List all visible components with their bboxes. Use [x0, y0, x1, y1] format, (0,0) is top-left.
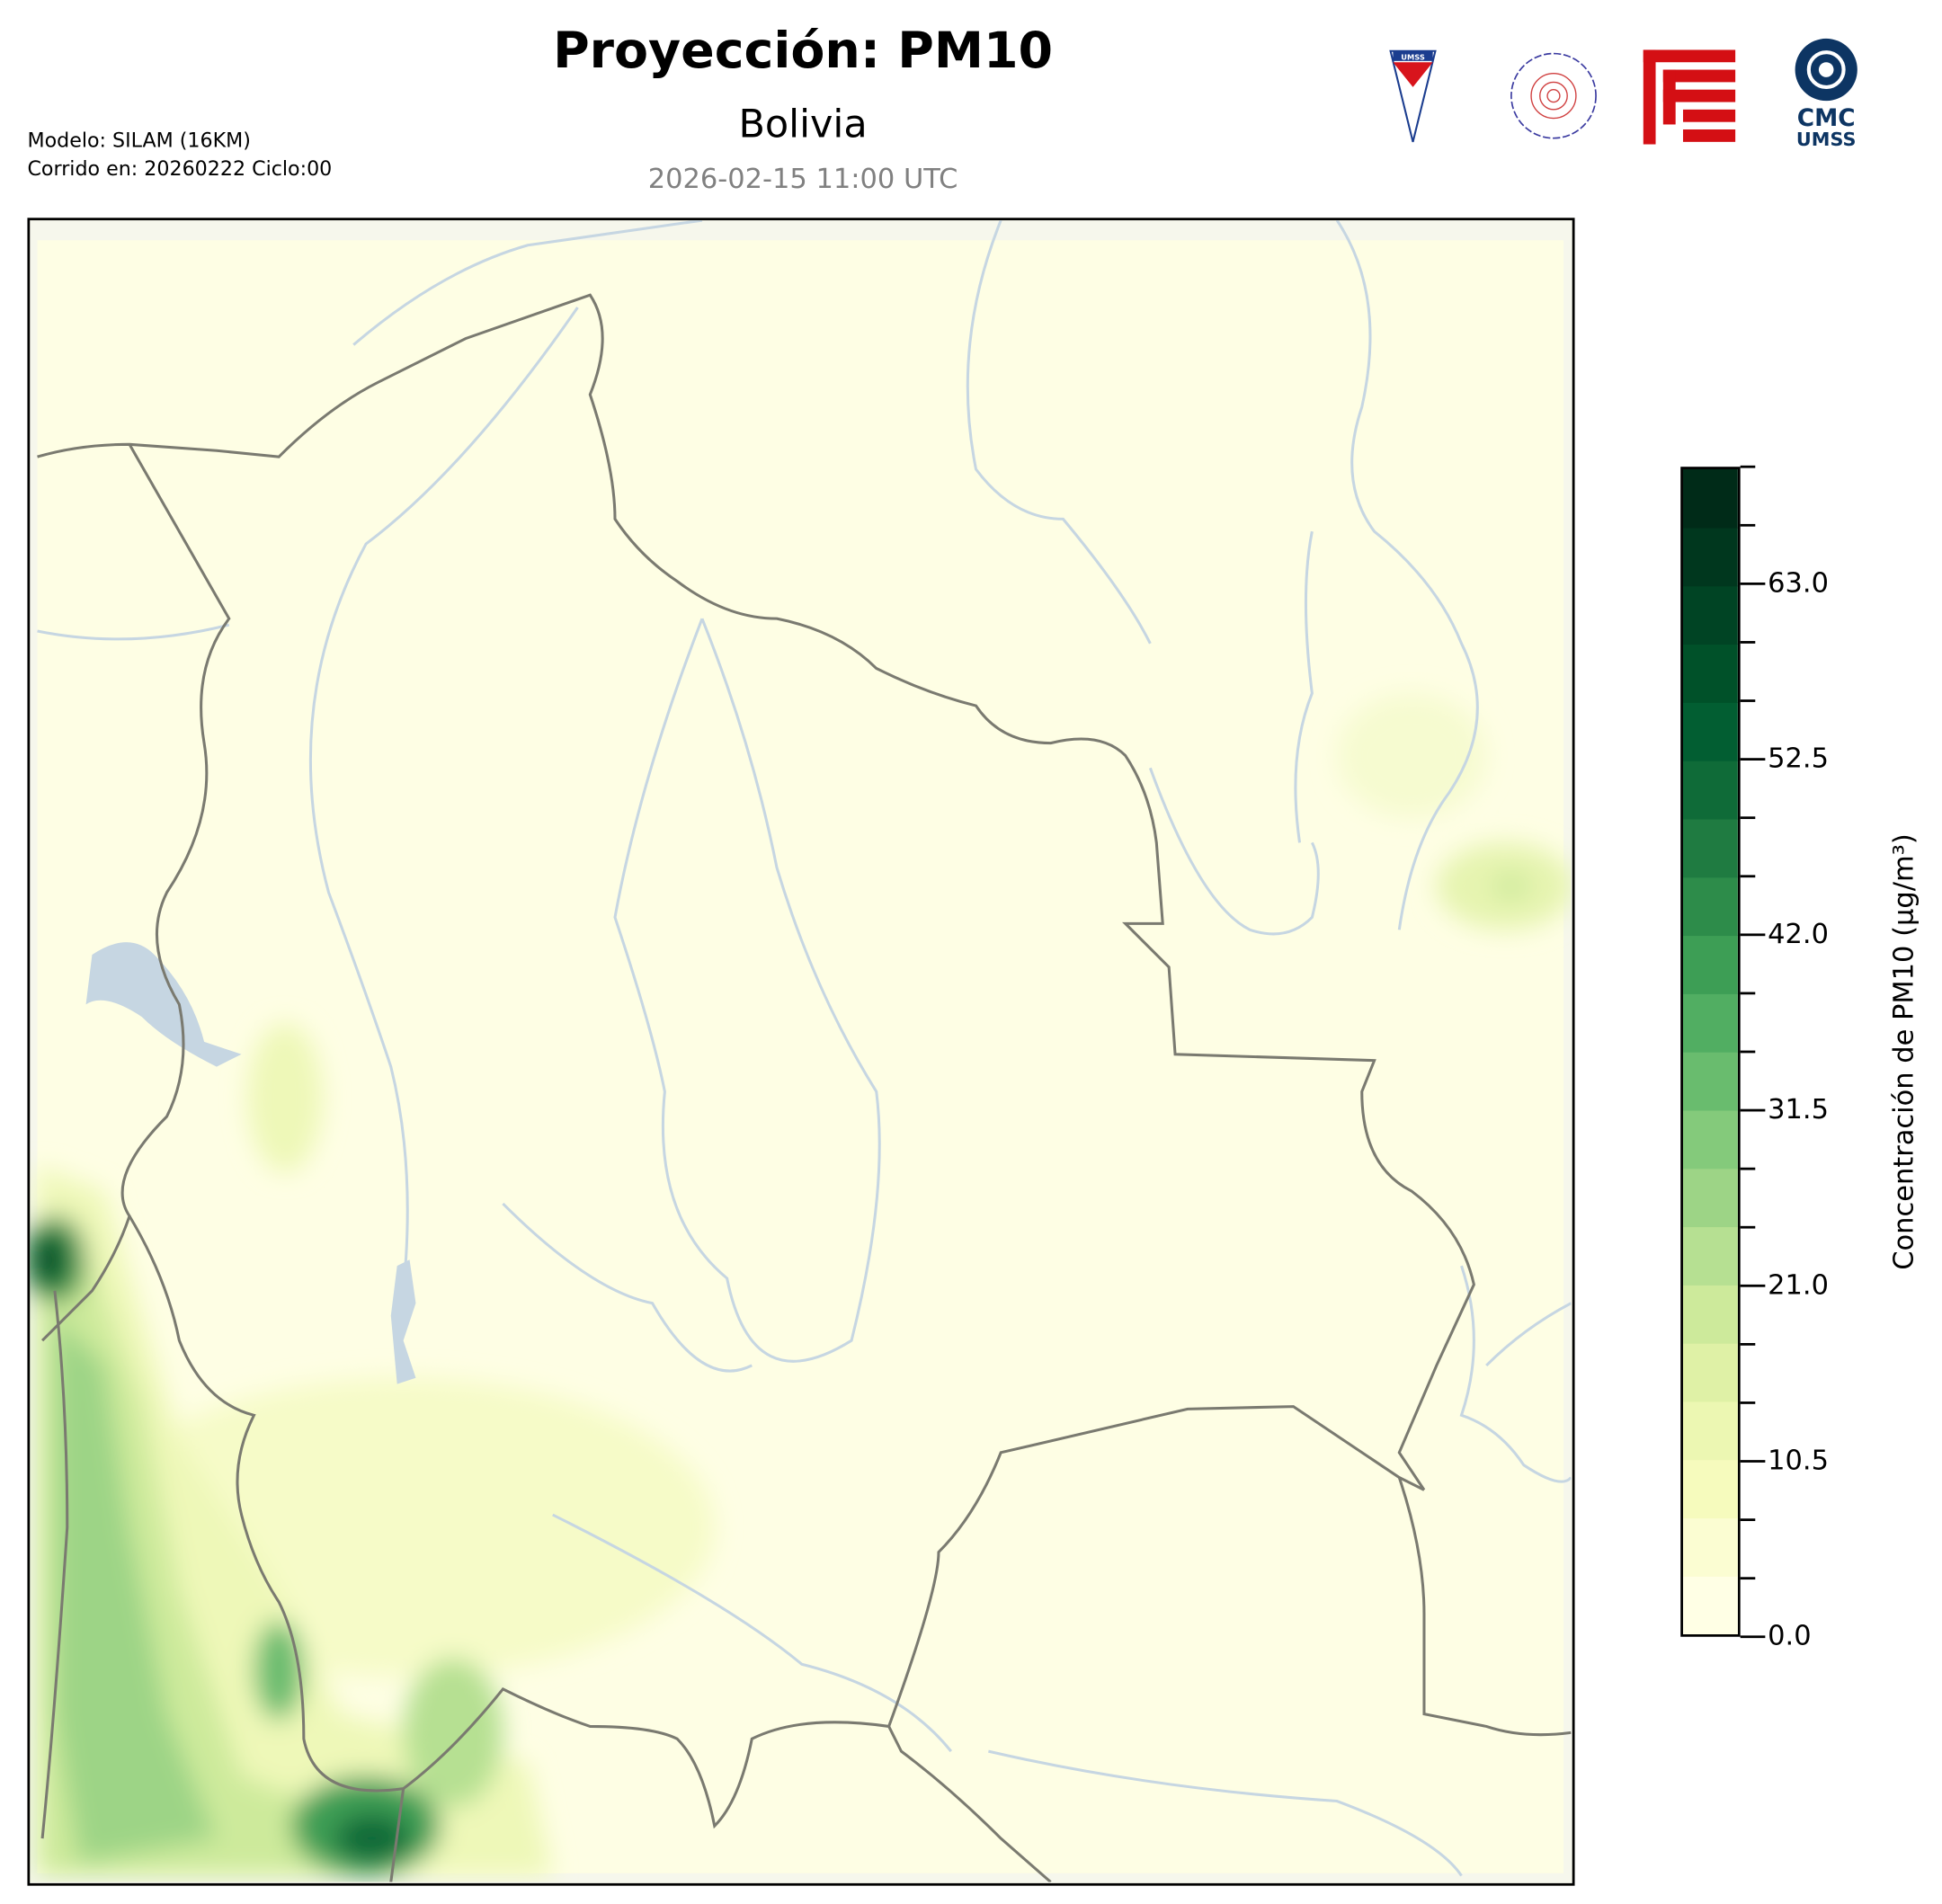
colorbar-tick: [1740, 1167, 1756, 1170]
colorbar-level: [1682, 1168, 1738, 1228]
colorbar-tick: [1740, 699, 1756, 702]
colorbar-level: [1682, 1576, 1738, 1634]
river: [1485, 1302, 1572, 1366]
colorbar-level: [1682, 876, 1738, 937]
colorbar-tick: [1740, 582, 1766, 585]
river: [1335, 220, 1479, 930]
colorbar-level: [1682, 527, 1738, 587]
border-bolivia-north-east: [37, 293, 1475, 1491]
colorbar-tick: [1740, 1050, 1756, 1054]
pm10-blob: [334, 1813, 410, 1864]
colorbar-tick-label: 63.0: [1768, 568, 1829, 600]
colorbar-tick: [1740, 1401, 1756, 1404]
pm10-map[interactable]: [27, 218, 1575, 1886]
pm10-blob: [403, 1658, 503, 1808]
colorbar-scale: [1682, 468, 1738, 1634]
colorbar-level: [1682, 1342, 1738, 1402]
colorbar-label: Concentración de PM10 (µg/m³): [1889, 833, 1920, 1270]
border-argentina: [389, 1788, 405, 1882]
river: [352, 220, 703, 346]
colorbar-tick: [1740, 1108, 1766, 1112]
colorbar-level: [1682, 1226, 1738, 1286]
colorbar-level: [1682, 1051, 1738, 1111]
rivers: [37, 220, 1572, 1877]
river: [552, 1513, 953, 1753]
colorbar-tick-label: 10.5: [1768, 1446, 1829, 1477]
colorbar-tick: [1740, 933, 1766, 937]
colorbar-tick-label: 0.0: [1768, 1621, 1812, 1653]
border-paraguay-brazil: [1397, 1477, 1572, 1737]
lake-poopo: [390, 1259, 416, 1384]
country-borders: [37, 293, 1572, 1883]
colorbar-tick: [1740, 641, 1756, 644]
lake-titicaca: [85, 942, 242, 1067]
cmc-umss-logo: CMC UMSS: [1787, 38, 1865, 150]
colorbar-level: [1682, 702, 1738, 761]
valid-time: 2026-02-15 11:00 UTC: [647, 164, 958, 196]
colorbar-tick: [1740, 465, 1756, 468]
colorbar-tick: [1740, 816, 1756, 820]
colorbar-tick-label: 31.5: [1768, 1094, 1829, 1126]
colorbar-level: [1682, 1517, 1738, 1577]
colorbar-tick: [1740, 992, 1756, 995]
cmc-emblem-icon: [1795, 38, 1857, 102]
river: [37, 623, 230, 641]
run-info: Corrido en: 20260222 Ciclo:00: [27, 156, 333, 181]
model-info: Modelo: SILAM (16KM): [27, 128, 251, 152]
map-title: Proyección: PM10: [553, 22, 1054, 80]
colorbar-level: [1682, 585, 1738, 645]
colorbar-tick: [1740, 1635, 1766, 1639]
colorbar: [1680, 467, 1741, 1637]
colorbar-level: [1682, 993, 1738, 1053]
river: [988, 1749, 1463, 1877]
colorbar-tick: [1740, 758, 1766, 761]
river: [1459, 1265, 1572, 1483]
colorbar-level: [1682, 818, 1738, 878]
colorbar-level: [1682, 1459, 1738, 1519]
colorbar-level: [1682, 468, 1738, 529]
border-bolivia-south: [128, 1214, 1052, 1883]
river: [1294, 530, 1314, 843]
border-chile: [40, 1290, 69, 1839]
pm10-blob: [33, 1234, 64, 1285]
colorbar-tick: [1740, 1518, 1756, 1521]
cmc-text: CMC: [1796, 104, 1856, 132]
river: [308, 307, 579, 1291]
fcyt-logo: [1643, 49, 1736, 145]
colorbar-level: [1682, 935, 1738, 994]
colorbar-tick: [1740, 1284, 1766, 1287]
colorbar-tick: [1740, 1460, 1766, 1463]
colorbar-tick: [1740, 1342, 1756, 1346]
river: [502, 1202, 753, 1373]
colorbar-level: [1682, 760, 1738, 820]
colorbar-tick: [1740, 1225, 1756, 1229]
pm10-blob: [247, 1023, 323, 1173]
umss-shield-logo: UMSS: [1389, 49, 1437, 143]
pm10-blob: [1337, 693, 1487, 818]
colorbar-level: [1682, 644, 1738, 703]
colorbar-tick-label: 21.0: [1768, 1269, 1829, 1302]
pm10-blob: [254, 1620, 304, 1721]
pm10-blob: [54, 1315, 217, 1864]
colorbar-tick-label: 42.0: [1768, 919, 1829, 951]
river: [1148, 767, 1320, 936]
river: [966, 220, 1152, 645]
colorbar-level: [1682, 1285, 1738, 1344]
border-bolivia-west: [40, 443, 231, 1342]
river: [613, 618, 881, 1363]
map-canvas: [30, 220, 1572, 1883]
colorbar-tick: [1740, 523, 1756, 527]
svg-text:UMSS: UMSS: [1401, 52, 1425, 61]
colorbar-tick: [1740, 875, 1756, 878]
pm10-blob: [1492, 873, 1530, 899]
map-subtitle: Bolivia: [738, 102, 868, 147]
colorbar-level: [1682, 1109, 1738, 1170]
colorbar-tick-label: 52.5: [1768, 743, 1829, 775]
colorbar-level: [1682, 1401, 1738, 1461]
umss-text: UMSS: [1795, 128, 1857, 151]
fisica-seal-logo: [1510, 52, 1597, 139]
border-paraguay: [887, 1405, 1425, 1727]
colorbar-tick: [1740, 1577, 1756, 1580]
